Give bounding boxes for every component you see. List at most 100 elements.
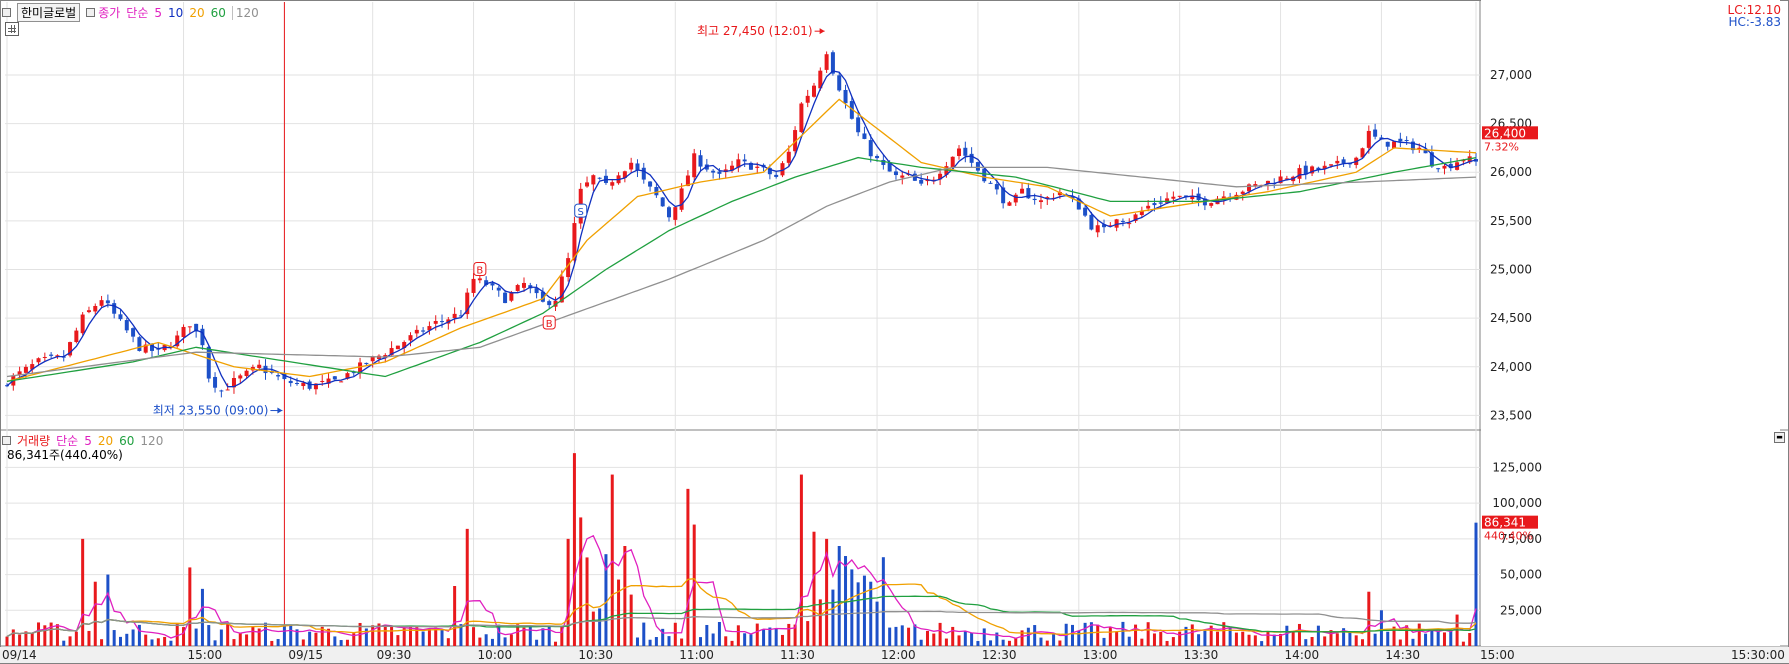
- candle-body: [1366, 130, 1371, 148]
- candle-body: [1253, 184, 1258, 186]
- candle-body: [194, 323, 199, 332]
- candle-body: [868, 140, 873, 157]
- candle-body: [1177, 195, 1182, 197]
- candle-body: [856, 117, 861, 133]
- volume-bar: [1474, 522, 1478, 646]
- grid-toggle-icon[interactable]: [5, 22, 19, 36]
- volume-bar: [11, 629, 15, 646]
- ma10-line: [6, 70, 1477, 388]
- volume-bar: [963, 631, 967, 646]
- candle-body: [1095, 225, 1100, 233]
- candle-body: [1158, 202, 1163, 204]
- ma20-line: [6, 98, 1477, 383]
- candle-body: [68, 342, 73, 356]
- candle-body: [566, 258, 571, 278]
- volume-bar: [144, 634, 148, 646]
- candle-body: [875, 155, 880, 159]
- ma60-line: [6, 156, 1477, 383]
- volume-bar: [1007, 640, 1011, 646]
- time-tick-label: 12:30: [982, 648, 1017, 662]
- volume-bar: [938, 622, 942, 646]
- volume-bar: [509, 634, 513, 646]
- volume-bar: [1083, 622, 1087, 646]
- volume-bar: [762, 629, 766, 646]
- candle-body: [23, 366, 28, 373]
- volume-bar: [547, 625, 551, 646]
- candle-body: [99, 300, 104, 306]
- candle-body: [673, 207, 678, 220]
- volume-bar: [1096, 624, 1100, 646]
- volume-bar: [169, 640, 173, 646]
- candle-body: [496, 287, 501, 291]
- candle-body: [938, 173, 943, 180]
- candles: [5, 50, 1478, 398]
- signal-label: S: [578, 207, 584, 218]
- stock-name[interactable]: 한미글로벌: [17, 3, 81, 22]
- volume-bar: [1115, 631, 1119, 646]
- legend-toggle-icon[interactable]: [2, 8, 11, 17]
- candle-body: [490, 283, 495, 286]
- volume-bar: [957, 635, 961, 646]
- candle-body: [1398, 138, 1403, 142]
- candle-body: [1120, 220, 1125, 222]
- candle-body: [1303, 165, 1308, 175]
- volume-bar: [131, 629, 135, 646]
- volume-bar: [970, 632, 974, 646]
- volume-current-value: 86,341주(440.40%): [7, 448, 123, 462]
- volume-bar: [251, 626, 255, 646]
- candle-body: [1190, 195, 1195, 200]
- candle-body: [307, 381, 312, 389]
- candle-body: [824, 54, 829, 70]
- candle-body: [471, 278, 476, 293]
- volume-bar: [1058, 640, 1062, 646]
- candle-body: [1108, 225, 1113, 227]
- candle-body: [887, 162, 892, 172]
- candle-body: [585, 182, 590, 187]
- candle-body: [881, 159, 886, 165]
- legend-toggle-icon[interactable]: [86, 8, 96, 17]
- candle-body: [112, 303, 117, 314]
- candle-body: [1240, 191, 1245, 194]
- volume-bar: [175, 623, 179, 646]
- candle-body: [36, 358, 41, 363]
- price-tick-label: 25,500: [1490, 214, 1532, 228]
- volume-bar: [1209, 625, 1213, 646]
- volume-bar: [617, 579, 621, 646]
- candle-body: [774, 174, 779, 177]
- candle-body: [1083, 207, 1088, 216]
- candle-body: [150, 344, 155, 351]
- volume-tick-label: 125,000: [1492, 460, 1542, 474]
- volume-bar: [112, 630, 116, 646]
- volume-bar: [484, 634, 488, 646]
- axis-bg: [1481, 0, 1780, 646]
- time-tick-label: 11:00: [679, 648, 714, 662]
- last-ratio-label: 440.40%: [1484, 530, 1533, 543]
- legend-toggle-icon[interactable]: [2, 436, 11, 445]
- candle-body: [42, 356, 47, 358]
- volume-bar: [1146, 622, 1150, 646]
- low-annotation: 최저 23,550 (09:00): [153, 404, 269, 418]
- candle-body: [837, 75, 842, 91]
- volume-bar: [686, 488, 690, 646]
- volume-bar: [314, 632, 318, 646]
- volume-bar: [1247, 634, 1251, 646]
- candle-body: [950, 156, 955, 168]
- volume-bar: [1253, 635, 1257, 646]
- candle-body: [767, 168, 772, 175]
- volume-bar: [913, 624, 917, 646]
- candle-body: [370, 356, 375, 362]
- candle-body: [641, 167, 646, 180]
- candle-body: [244, 370, 249, 376]
- volume-bar: [635, 637, 639, 646]
- volume-bar: [818, 599, 822, 646]
- candle-body: [629, 162, 634, 170]
- panel-collapse-icon[interactable]: ▬: [1774, 432, 1785, 443]
- volume-bar: [1070, 624, 1074, 646]
- candle-body: [332, 376, 337, 380]
- candle-body: [402, 341, 407, 349]
- volume-bar: [1411, 638, 1415, 646]
- candle-body: [1392, 141, 1397, 149]
- volume-bar: [1216, 631, 1220, 646]
- volume-bar: [888, 627, 892, 646]
